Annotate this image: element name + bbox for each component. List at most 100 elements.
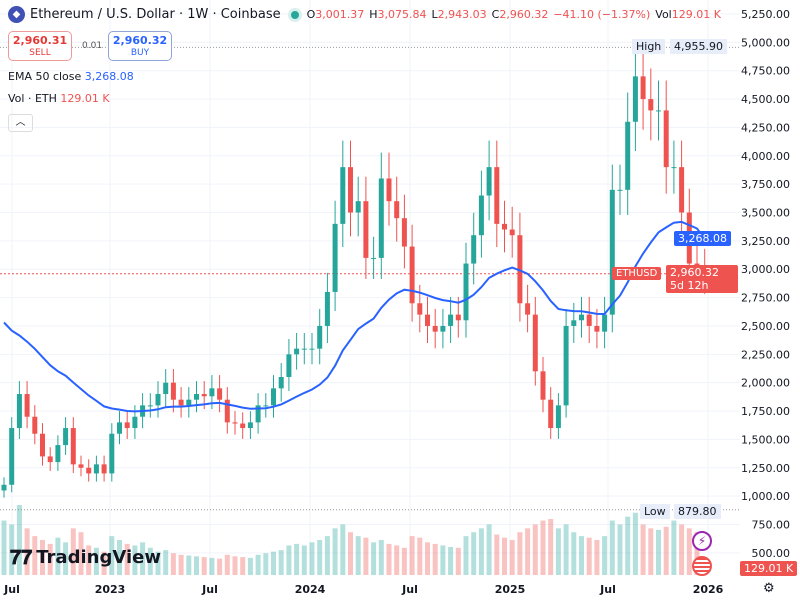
candle-body [663, 110, 669, 168]
spread-value: 0.01 [82, 41, 103, 51]
candle-body [163, 382, 169, 395]
candle-body [494, 167, 500, 224]
candle-body [656, 110, 661, 112]
candle-body [540, 371, 546, 400]
symbol-header: ◆ Ethereum / U.S. Dollar · 1W · Coinbase… [8, 6, 721, 23]
candle-body [502, 223, 507, 230]
volume-bar [294, 543, 300, 575]
volume-bar [394, 545, 400, 575]
settings-icon[interactable]: ⚙ [763, 581, 775, 596]
candle-body [355, 201, 361, 213]
volume-bar [448, 547, 454, 575]
ema-legend[interactable]: EMA 50 close 3,268.08 [8, 70, 134, 83]
volume-legend[interactable]: Vol · ETH 129.01 K [8, 92, 110, 105]
volume-bar [1, 520, 7, 575]
candle-body [455, 314, 461, 321]
volume-bar [101, 551, 107, 575]
y-tick-label: 3,000.00 [741, 263, 790, 276]
candle-body [324, 291, 330, 326]
x-tick-label: Jul [599, 583, 616, 596]
last-price-tag: 2,960.32 5d 12h [666, 265, 738, 293]
tradingview-logo[interactable]: 𝟕𝟕 TradingView [10, 545, 161, 569]
volume-bar [563, 524, 569, 575]
sell-button[interactable]: 2,960.31 SELL [8, 31, 72, 61]
candle-body [594, 325, 600, 332]
candle-body [78, 464, 84, 468]
volume-bar [24, 528, 30, 575]
y-tick-label: 1,500.00 [741, 433, 790, 446]
candle-body [425, 314, 430, 326]
candle-body [471, 235, 477, 264]
candle-body [155, 394, 161, 406]
candle-body [409, 246, 415, 304]
volume-bar [555, 528, 561, 575]
candle-body [563, 325, 569, 406]
volume-bar [571, 532, 577, 575]
y-tick-label: 5,000.00 [741, 36, 790, 49]
volume-bar [409, 536, 415, 575]
y-tick-label: 4,000.00 [741, 150, 790, 163]
y-tick-label: 5,250.00 [741, 8, 790, 21]
buy-button[interactable]: 2,960.32 BUY [108, 31, 172, 61]
volume-bar [132, 545, 138, 575]
candle-body [240, 423, 246, 429]
us-flag-icon[interactable] [692, 556, 712, 576]
volume-bar [9, 524, 15, 575]
candle-body [440, 325, 446, 332]
market-status-icon [290, 10, 299, 19]
volume-bar [271, 551, 276, 575]
low-value: 879.80 [674, 504, 721, 519]
y-tick-label: 3,250.00 [741, 235, 790, 248]
volume-bar [324, 536, 330, 575]
symbol-title[interactable]: Ethereum / U.S. Dollar · 1W · Coinbase [30, 7, 281, 22]
candle-body [1, 484, 7, 491]
candle-body [24, 394, 30, 417]
y-tick-label: 4,500.00 [741, 93, 790, 106]
candle-body [224, 399, 230, 423]
volume-bar [686, 528, 692, 575]
y-tick-label: 4,250.00 [741, 121, 790, 134]
candle-body [332, 223, 338, 292]
y-tick-label: 1,000.00 [741, 490, 790, 503]
high-value: 4,955.90 [670, 39, 727, 54]
candle-body [394, 201, 400, 219]
volume-bar [117, 540, 122, 575]
candle-body [617, 189, 623, 191]
volume-bar [209, 557, 215, 575]
volume-bar [286, 545, 292, 575]
candle-body [194, 394, 199, 400]
lightning-icon[interactable]: ⚡ [692, 531, 712, 551]
y-tick-label: 4,750.00 [741, 65, 790, 78]
candle-body [70, 428, 76, 465]
candle-body [247, 422, 253, 429]
chevron-up-icon[interactable]: ︿ [8, 114, 33, 132]
volume-bar [502, 537, 507, 575]
ema-line [3, 220, 706, 413]
volume-bar [309, 542, 315, 575]
volume-bar [194, 556, 199, 575]
candle-body [47, 456, 53, 463]
y-tick-label: 3,500.00 [741, 207, 790, 220]
volume-bar [255, 554, 261, 575]
candle-body [679, 167, 685, 213]
candle-body [201, 394, 207, 397]
volume-bar [586, 537, 592, 575]
candle-body [432, 325, 438, 332]
y-tick-label: 500.00 [752, 547, 791, 560]
volume-bar [86, 545, 92, 575]
candle-body [463, 263, 469, 321]
candle-body [517, 235, 523, 304]
volume-bar [440, 545, 446, 575]
volume-bar [640, 524, 646, 575]
volume-bar [47, 543, 53, 575]
candle-body [278, 377, 284, 389]
candle-body [178, 399, 184, 406]
candle-body [386, 178, 392, 202]
candle-body [63, 428, 69, 446]
y-tick-label: 2,750.00 [741, 292, 790, 305]
candle-body [548, 399, 554, 429]
candle-body [271, 388, 276, 406]
volume-bar [602, 536, 608, 575]
volume-bar [93, 547, 99, 575]
